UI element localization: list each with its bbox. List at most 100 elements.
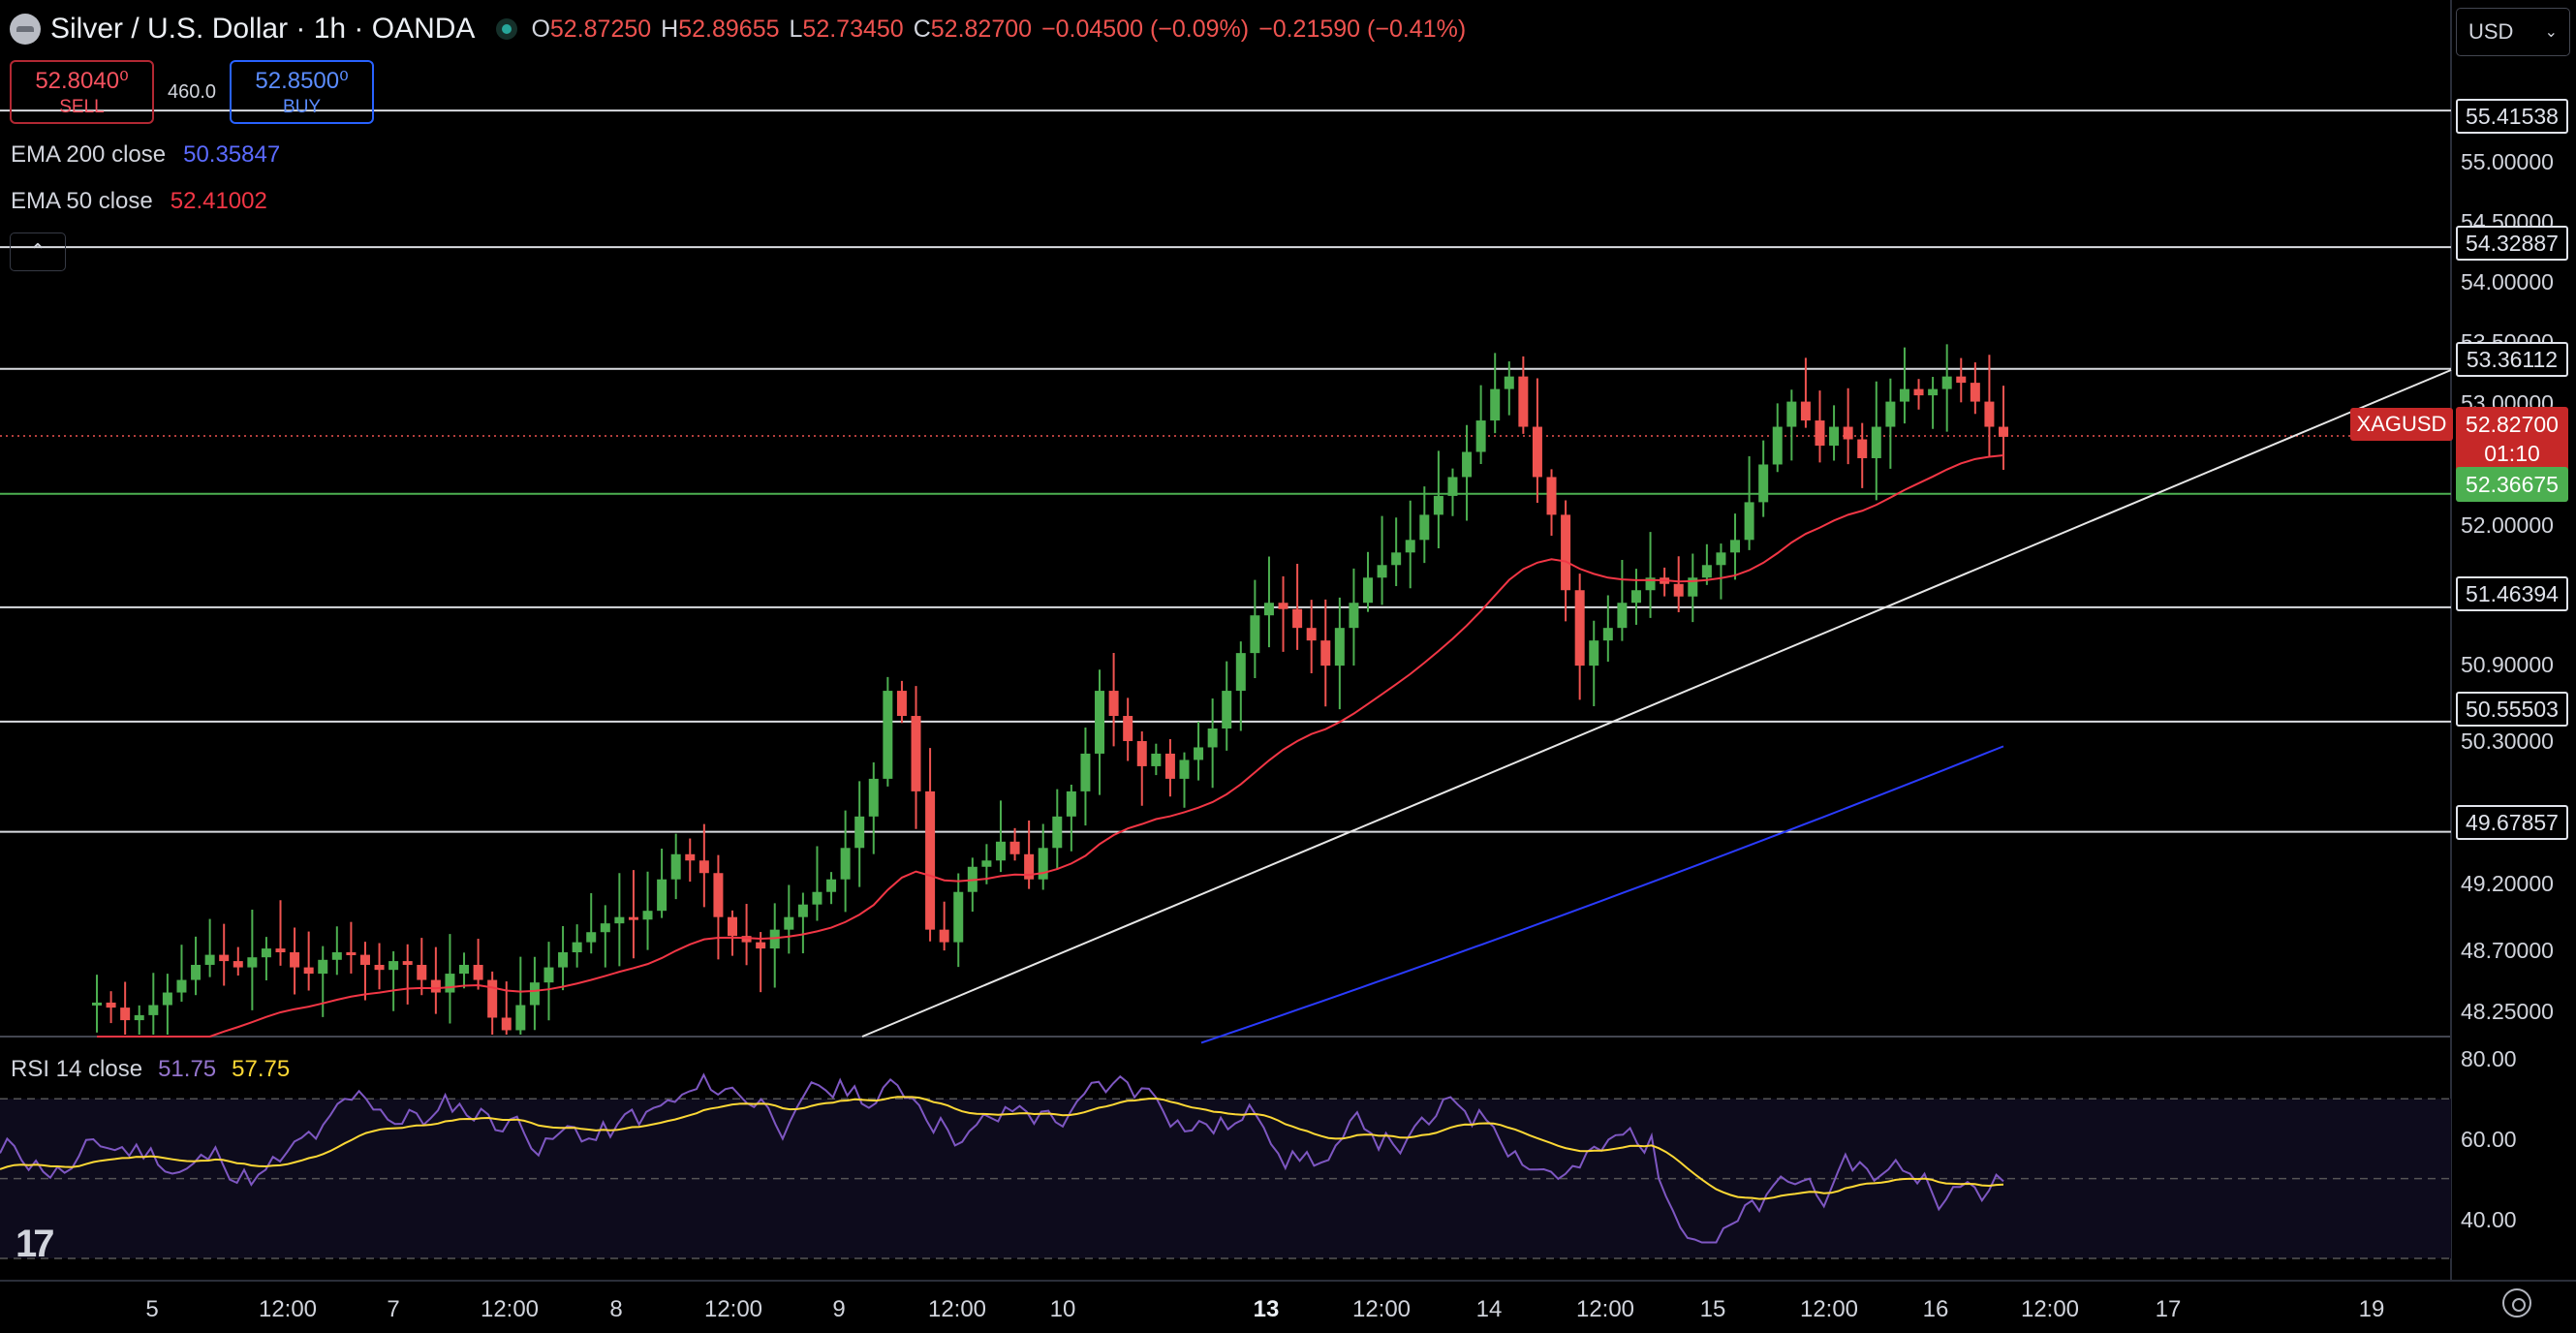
time-axis-label: 12:00 <box>1799 1296 1859 1322</box>
candle-body <box>1574 590 1585 666</box>
settings-icon[interactable] <box>2502 1288 2531 1318</box>
candle-body <box>402 961 413 965</box>
candle-body <box>1024 853 1035 880</box>
candle-body <box>1518 376 1529 427</box>
collapse-indicators-button[interactable]: ⌃ <box>10 232 66 271</box>
candle-body <box>1320 640 1331 666</box>
candle-body <box>1250 615 1260 654</box>
rsi-legend[interactable]: RSI 14 close 51.75 57.75 <box>11 1056 291 1082</box>
time-axis-label: 7 <box>387 1296 400 1322</box>
candle-body <box>1532 426 1542 478</box>
level-tag[interactable]: 53.36112 <box>2456 342 2568 377</box>
time-axis-label: 15 <box>1699 1296 1726 1322</box>
candle-body <box>148 1005 159 1015</box>
buy-button[interactable]: 52.8500⁰ BUY <box>230 60 375 124</box>
candle-body <box>1630 590 1641 604</box>
time-axis-label: 10 <box>1049 1296 1076 1322</box>
candle-body <box>1123 716 1133 741</box>
candle-body <box>1772 426 1783 465</box>
candle-body <box>1504 376 1514 389</box>
candle-body <box>1800 401 1811 421</box>
candle-body <box>430 979 441 993</box>
price-axis-label: 49.20000 <box>2461 871 2554 896</box>
ema50-price-tag: 52.36675 <box>2456 467 2568 502</box>
indicator-ema200[interactable]: EMA 200 close 50.35847 <box>11 141 281 168</box>
candle-body <box>1066 790 1076 817</box>
rsi-value: 51.75 <box>158 1056 217 1082</box>
price-axis-label: 48.70000 <box>2461 938 2554 963</box>
candle-body <box>1645 577 1656 591</box>
candle-body <box>1419 514 1430 541</box>
candle-body <box>1829 426 1840 446</box>
candle-body <box>995 841 1006 861</box>
candle-body <box>501 1017 512 1031</box>
candle-body <box>359 954 370 965</box>
candle-body <box>1673 583 1684 597</box>
chevron-up-icon: ⌃ <box>28 239 47 264</box>
time-axis-label: 12:00 <box>1575 1296 1635 1322</box>
time-axis-label: 12:00 <box>703 1296 763 1322</box>
candle-body <box>925 790 936 930</box>
candle-body <box>854 816 865 849</box>
candle-body <box>628 916 638 920</box>
candle-body <box>346 952 357 956</box>
candle-body <box>1391 552 1402 566</box>
level-tag[interactable]: 54.32887 <box>2456 226 2568 261</box>
candle-body <box>642 911 653 920</box>
chevron-down-icon: ⌄ <box>2544 24 2558 41</box>
candle-body <box>728 916 737 937</box>
tradingview-logo: 17 <box>16 1223 54 1265</box>
time-axis-label: 8 <box>609 1296 623 1322</box>
currency-select[interactable]: USD ⌄ <box>2456 8 2570 56</box>
candle-body <box>1164 753 1175 779</box>
candle-body <box>1009 841 1020 854</box>
candle-body <box>275 948 286 953</box>
level-tag[interactable]: 51.46394 <box>2456 576 2568 611</box>
candle-body <box>614 916 625 924</box>
time-axis-label: 12:00 <box>927 1296 987 1322</box>
candle-body <box>473 964 483 980</box>
candle-body <box>1349 603 1359 629</box>
candle-body <box>106 1002 116 1008</box>
candle-body <box>1970 383 1980 402</box>
candle-body <box>713 873 724 917</box>
candle-body <box>1475 420 1486 452</box>
candle-body <box>812 891 822 905</box>
candle-body <box>657 879 667 912</box>
spread-value: 460.0 <box>168 80 217 103</box>
candle-body <box>92 1002 102 1006</box>
candle-body <box>445 974 455 993</box>
candle-body <box>374 964 385 971</box>
candle-body <box>868 778 879 817</box>
candle-body <box>1956 376 1967 384</box>
candle-body <box>1899 388 1909 402</box>
level-tag[interactable]: 49.67857 <box>2456 805 2568 840</box>
chart-header: Silver / U.S. Dollar · 1h · OANDA O 52.87… <box>10 10 1466 48</box>
sell-button[interactable]: 52.8040⁰ SELL <box>10 60 154 124</box>
candle-body <box>1617 603 1628 629</box>
candle-body <box>459 964 470 975</box>
candle-body <box>1546 477 1557 515</box>
level-tag[interactable]: 55.41538 <box>2456 99 2568 134</box>
ema200-line <box>1200 745 2004 1044</box>
candle-body <box>204 954 215 965</box>
market-status-icon[interactable] <box>496 18 518 40</box>
time-axis-label: 12:00 <box>1351 1296 1412 1322</box>
candle-body <box>388 961 399 971</box>
candle-body <box>670 853 681 880</box>
candle-body <box>176 979 187 993</box>
rsi-axis-label: 60.00 <box>2461 1127 2517 1152</box>
indicator-ema50[interactable]: EMA 50 close 52.41002 <box>11 188 267 214</box>
time-axis-label: 12:00 <box>258 1296 318 1322</box>
candle-body <box>1433 495 1443 515</box>
level-tag[interactable]: 50.55503 <box>2456 692 2568 727</box>
sell-label: SELL <box>59 96 105 117</box>
symbol-title[interactable]: Silver / U.S. Dollar · 1h · OANDA <box>50 13 476 45</box>
candle-body <box>487 979 498 1018</box>
time-axis-label: 12:00 <box>480 1296 540 1322</box>
candle-body <box>911 716 921 791</box>
time-axis-label: 12:00 <box>2020 1296 2080 1322</box>
candle-body <box>543 967 554 983</box>
